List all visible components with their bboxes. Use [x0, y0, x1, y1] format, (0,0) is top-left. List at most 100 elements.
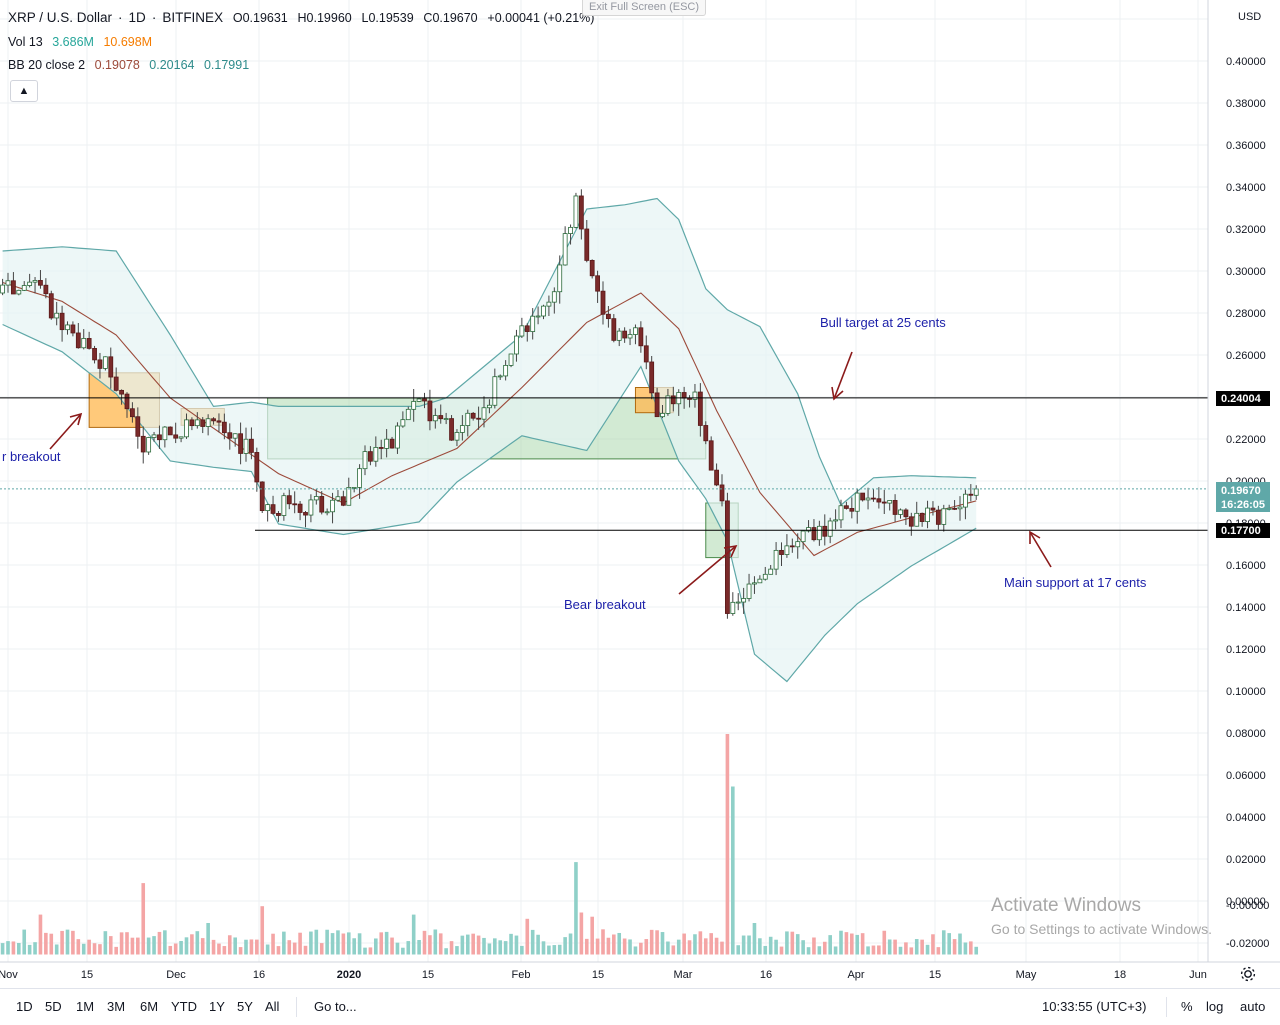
volume-bar — [17, 942, 21, 955]
candle — [281, 492, 287, 521]
candle — [492, 368, 498, 409]
auto-toggle[interactable]: auto — [1240, 999, 1266, 1014]
candle — [546, 295, 552, 317]
log-toggle[interactable]: log — [1206, 999, 1224, 1014]
candle — [946, 504, 952, 511]
candle — [54, 301, 60, 326]
volume-bar — [357, 933, 362, 955]
candle — [459, 415, 465, 441]
volume-bar — [974, 946, 979, 955]
candle — [243, 427, 249, 462]
candle — [297, 501, 303, 521]
volume-bar — [33, 942, 37, 955]
volume-legend[interactable]: Vol 13 3.686M 10.698M — [8, 35, 158, 49]
volume-bar — [714, 937, 719, 955]
candle — [508, 353, 514, 368]
x-tick-label: 15 — [81, 969, 93, 981]
candle — [730, 592, 736, 616]
candle — [319, 491, 325, 515]
volume-bar — [65, 929, 70, 955]
volume-bar — [628, 939, 632, 955]
volume-bar — [914, 939, 919, 955]
volume-bar — [87, 939, 91, 955]
volume-bar — [363, 947, 367, 955]
volume-bar — [725, 734, 730, 955]
candle — [741, 587, 747, 614]
candle — [854, 488, 860, 524]
candle — [925, 500, 930, 529]
goto-button[interactable]: Go to... — [314, 999, 357, 1014]
volume-bar — [660, 932, 665, 955]
bb-legend[interactable]: BB 20 close 2 0.19078 0.20164 0.17991 — [8, 58, 255, 72]
clock-label[interactable]: 10:33:55 (UTC+3) — [1042, 999, 1147, 1014]
volume-bar — [606, 937, 611, 955]
range-6m[interactable]: 6M — [140, 999, 159, 1014]
toolbar-divider — [1166, 997, 1167, 1017]
volume-bar — [438, 933, 443, 955]
gear-icon[interactable] — [1240, 966, 1256, 982]
volume-bar — [157, 931, 162, 955]
percent-toggle[interactable]: % — [1181, 999, 1193, 1014]
volume-bar — [184, 937, 189, 955]
range-1m[interactable]: 1M — [76, 999, 95, 1014]
range-5y[interactable]: 5Y — [237, 999, 253, 1014]
candle — [779, 542, 784, 566]
candle — [595, 270, 600, 303]
bb-basis-value: 0.19078 — [94, 58, 140, 72]
symbol-legend[interactable]: XRP / U.S. Dollar · 1D · BITFINEX O0.19631 H… — [8, 10, 595, 25]
volume-bar — [471, 933, 475, 955]
range-3m[interactable]: 3M — [107, 999, 126, 1014]
candle — [670, 386, 676, 412]
volume-bar — [487, 943, 492, 955]
candle — [487, 399, 492, 414]
candle — [697, 383, 703, 437]
volume-bar — [233, 937, 237, 955]
y-tick-label: -0.02000 — [1226, 938, 1269, 950]
volume-bar — [785, 931, 789, 955]
candle — [254, 447, 260, 492]
candle — [59, 305, 65, 342]
time-axis[interactable]: Nov 15 Dec 16 2020 15 Feb 15 Mar 16 Apr 15 May 18 Jun — [0, 961, 1280, 988]
x-tick-label: 16 — [760, 969, 772, 981]
volume-bar — [325, 929, 329, 955]
candle — [957, 496, 963, 521]
range-1y[interactable]: 1Y — [209, 999, 225, 1014]
candle — [660, 404, 665, 419]
bb-label[interactable]: BB 20 close 2 — [8, 58, 86, 72]
volume-bar — [584, 938, 589, 955]
interval[interactable]: 1D — [128, 10, 146, 25]
volume-bar — [666, 941, 670, 955]
x-tick-label: 15 — [929, 969, 941, 981]
candle — [276, 511, 281, 522]
volume-label[interactable]: Vol 13 — [8, 35, 43, 49]
exit-fullscreen-button[interactable]: Exit Full Screen (ESC) — [582, 0, 707, 16]
price-chart[interactable]: Bull target at 25 cents Bear breakout r … — [0, 0, 1280, 988]
price-axis[interactable]: 0.40000 0.38000 0.36000 0.34000 0.32000 0.300… — [1207, 0, 1280, 962]
volume-bar — [265, 944, 270, 955]
range-ytd[interactable]: YTD — [171, 999, 197, 1014]
candle — [584, 219, 590, 263]
candle — [162, 426, 168, 448]
support-tag-label: 0.17700 — [1221, 525, 1261, 537]
volume-bar — [244, 939, 248, 955]
candle — [887, 500, 893, 511]
bollinger-bands — [2, 197, 977, 683]
candle — [259, 481, 265, 514]
candle — [503, 360, 509, 381]
symbol-name[interactable]: XRP / U.S. Dollar — [8, 10, 113, 25]
y-tick-label: 0.30000 — [1226, 266, 1266, 278]
candle — [773, 542, 779, 576]
volume-bar — [563, 937, 567, 955]
candle — [757, 575, 763, 584]
candle — [622, 327, 628, 343]
collapse-legend-button[interactable]: ▲ — [10, 80, 38, 102]
volume-bar — [406, 941, 411, 955]
volume-bar — [687, 940, 692, 955]
range-5d[interactable]: 5D — [45, 999, 62, 1014]
range-1d[interactable]: 1D — [16, 999, 33, 1014]
candle — [616, 328, 622, 347]
volume-bar — [747, 935, 751, 955]
bb-upper-value: 0.20164 — [149, 58, 195, 72]
range-all[interactable]: All — [265, 999, 280, 1014]
candle — [438, 404, 444, 424]
